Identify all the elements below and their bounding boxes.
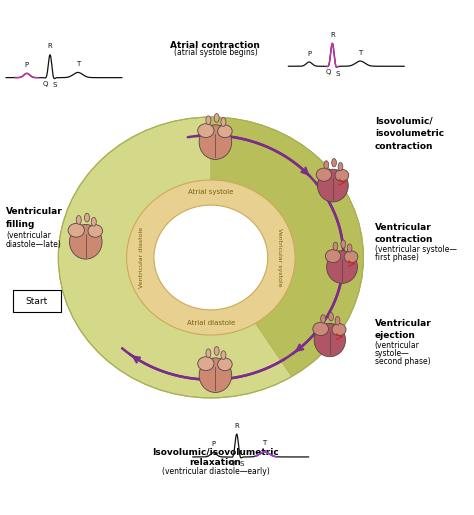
- Ellipse shape: [154, 205, 268, 310]
- Ellipse shape: [199, 358, 232, 392]
- Ellipse shape: [324, 161, 328, 169]
- Ellipse shape: [344, 251, 358, 263]
- Ellipse shape: [206, 116, 211, 125]
- Text: Ventricular: Ventricular: [375, 319, 431, 328]
- Text: P: P: [307, 50, 311, 57]
- Text: ejection: ejection: [375, 331, 416, 340]
- Ellipse shape: [341, 240, 346, 248]
- Ellipse shape: [221, 351, 226, 359]
- Text: Q: Q: [43, 80, 48, 87]
- Ellipse shape: [320, 315, 326, 323]
- Text: Isovolumic/: Isovolumic/: [375, 116, 432, 125]
- Ellipse shape: [332, 159, 337, 167]
- Text: Q: Q: [326, 69, 331, 75]
- Text: isovolumetric: isovolumetric: [375, 129, 444, 138]
- Ellipse shape: [199, 125, 232, 160]
- Ellipse shape: [338, 163, 343, 171]
- Text: T: T: [76, 61, 80, 67]
- Text: S: S: [335, 71, 339, 77]
- Text: Ventricular systole: Ventricular systole: [277, 228, 283, 287]
- Ellipse shape: [218, 358, 232, 371]
- Text: T: T: [263, 440, 267, 447]
- Ellipse shape: [333, 242, 338, 250]
- Text: Atrial systole: Atrial systole: [188, 188, 234, 195]
- Text: R: R: [330, 32, 335, 38]
- Ellipse shape: [206, 349, 211, 357]
- Text: systole—: systole—: [375, 349, 410, 358]
- Text: Ventricular diastole: Ventricular diastole: [139, 227, 144, 288]
- Text: Q: Q: [230, 460, 235, 466]
- Ellipse shape: [70, 225, 102, 259]
- Ellipse shape: [221, 118, 226, 127]
- Text: S: S: [53, 82, 57, 88]
- Ellipse shape: [198, 124, 214, 138]
- Text: diastole—late): diastole—late): [6, 241, 62, 249]
- Text: P: P: [211, 441, 216, 447]
- Ellipse shape: [218, 125, 232, 138]
- Ellipse shape: [325, 250, 341, 263]
- Text: R: R: [48, 43, 53, 49]
- Text: P: P: [25, 62, 29, 68]
- Ellipse shape: [327, 251, 357, 283]
- Text: contraction: contraction: [375, 142, 433, 151]
- Ellipse shape: [127, 180, 295, 335]
- Text: S: S: [239, 461, 244, 467]
- Ellipse shape: [318, 169, 348, 202]
- Text: (ventricular: (ventricular: [6, 231, 51, 240]
- Ellipse shape: [214, 113, 219, 122]
- Text: Atrial diastole: Atrial diastole: [187, 320, 235, 327]
- Text: (ventricular systole—: (ventricular systole—: [375, 245, 457, 254]
- Text: first phase): first phase): [375, 253, 419, 263]
- Text: Start: Start: [25, 297, 47, 306]
- Ellipse shape: [316, 168, 332, 181]
- Text: relaxation: relaxation: [190, 458, 241, 467]
- Ellipse shape: [314, 323, 346, 357]
- Ellipse shape: [68, 224, 84, 237]
- Ellipse shape: [335, 317, 340, 325]
- Text: Ventricular: Ventricular: [6, 208, 63, 216]
- Ellipse shape: [88, 225, 102, 237]
- Ellipse shape: [347, 244, 352, 252]
- Text: contraction: contraction: [375, 235, 433, 244]
- Ellipse shape: [332, 323, 346, 336]
- Ellipse shape: [76, 216, 81, 225]
- Ellipse shape: [84, 213, 90, 222]
- Ellipse shape: [198, 357, 214, 371]
- Text: (ventricular diastole—early): (ventricular diastole—early): [162, 467, 269, 476]
- Text: Atrial contraction: Atrial contraction: [171, 41, 260, 50]
- Text: Isovolumic/isovolumetric: Isovolumic/isovolumetric: [152, 448, 279, 457]
- Text: R: R: [234, 422, 239, 428]
- Text: second phase): second phase): [375, 357, 430, 366]
- Text: Ventricular: Ventricular: [375, 224, 431, 232]
- Text: (atrial systole begins): (atrial systole begins): [173, 48, 257, 57]
- Polygon shape: [211, 117, 364, 376]
- Ellipse shape: [335, 169, 349, 181]
- Text: T: T: [358, 49, 362, 56]
- Ellipse shape: [58, 117, 364, 398]
- Ellipse shape: [214, 347, 219, 355]
- Ellipse shape: [328, 313, 333, 321]
- FancyBboxPatch shape: [13, 290, 61, 312]
- Ellipse shape: [313, 322, 328, 336]
- Ellipse shape: [91, 217, 96, 226]
- Text: filling: filling: [6, 220, 36, 229]
- Text: (ventricular: (ventricular: [375, 341, 419, 350]
